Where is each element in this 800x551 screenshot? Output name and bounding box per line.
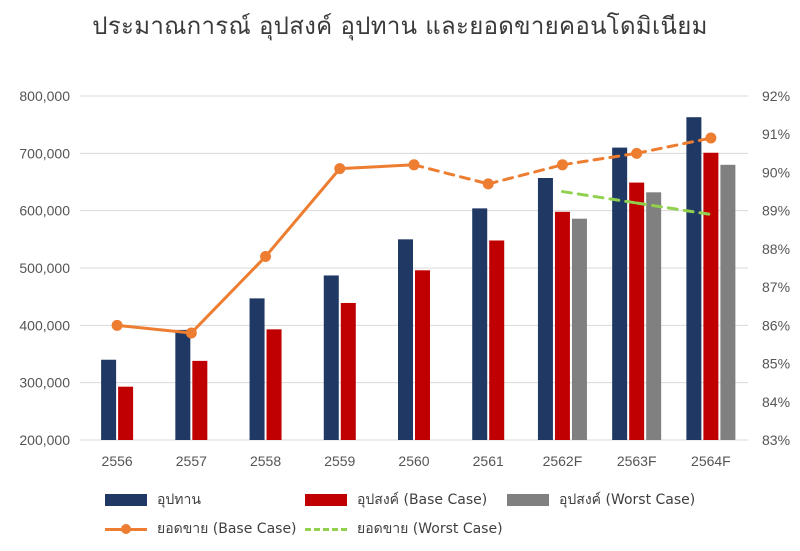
y-left-tick-label: 500,000 — [19, 260, 70, 276]
bar — [537, 177, 553, 440]
bar — [398, 239, 413, 440]
x-tick-label: 2556 — [102, 453, 133, 469]
y-left-tick-label: 300,000 — [19, 375, 70, 391]
y-right-tick-label: 86% — [762, 317, 790, 333]
bar — [175, 329, 191, 440]
y-right-tick-label: 87% — [762, 279, 790, 295]
series-line-segment — [635, 136, 713, 155]
bar — [340, 302, 356, 440]
series-line-segment — [189, 255, 268, 335]
series-line-segment — [412, 163, 490, 186]
bar — [646, 192, 662, 440]
series-line-segment — [635, 201, 713, 216]
bar — [415, 270, 430, 440]
line-point — [705, 132, 717, 144]
line-point — [482, 178, 494, 190]
x-tick-label: 2561 — [473, 453, 504, 469]
bar — [629, 182, 645, 440]
bar — [554, 211, 570, 440]
line-point — [408, 159, 420, 171]
x-tick-label: 2560 — [398, 453, 429, 469]
bar — [266, 329, 282, 440]
bar — [323, 275, 339, 440]
y-left-tick-label: 200,000 — [19, 432, 70, 448]
x-tick-label: 2562F — [543, 453, 583, 469]
line-point — [334, 163, 346, 175]
series-line-segment — [115, 323, 193, 335]
bar — [489, 240, 505, 440]
y-left-tick-label: 600,000 — [19, 203, 70, 219]
y-left-tick-label: 700,000 — [19, 145, 70, 161]
bar — [192, 360, 208, 440]
line-point — [111, 319, 123, 331]
bar — [101, 359, 117, 440]
bar — [686, 117, 702, 441]
line-point — [185, 327, 197, 339]
line-point — [260, 251, 272, 263]
series-line-segment — [560, 151, 639, 167]
bar — [118, 386, 134, 440]
bar — [612, 147, 628, 440]
y-right-tick-label: 89% — [762, 203, 790, 219]
series-line-segment — [486, 163, 564, 186]
series-line-segment — [264, 167, 342, 259]
bar — [703, 152, 719, 440]
x-tick-label: 2557 — [176, 453, 207, 469]
series-line-segment — [338, 163, 416, 171]
bar — [720, 164, 736, 441]
line-point — [631, 147, 643, 159]
x-tick-label: 2563F — [617, 453, 657, 469]
y-right-tick-label: 88% — [762, 241, 790, 257]
bar — [571, 218, 587, 440]
series-line-segment — [560, 190, 639, 205]
line-point — [556, 159, 568, 171]
y-left-tick-label: 400,000 — [19, 317, 70, 333]
y-left-tick-label: 800,000 — [19, 88, 70, 104]
x-tick-label: 2564F — [691, 453, 731, 469]
y-right-tick-label: 85% — [762, 356, 790, 372]
y-right-tick-label: 91% — [762, 126, 790, 142]
y-right-tick-label: 92% — [762, 88, 790, 104]
y-right-tick-label: 83% — [762, 432, 790, 448]
bar — [249, 298, 265, 440]
x-tick-label: 2558 — [250, 453, 281, 469]
y-right-tick-label: 84% — [762, 394, 790, 410]
chart-title: ประมาณการณ์ อุปสงค์ อุปทาน และยอดขายคอนโ… — [92, 12, 708, 40]
x-tick-label: 2559 — [324, 453, 355, 469]
y-right-tick-label: 90% — [762, 164, 790, 180]
bar — [472, 208, 488, 440]
